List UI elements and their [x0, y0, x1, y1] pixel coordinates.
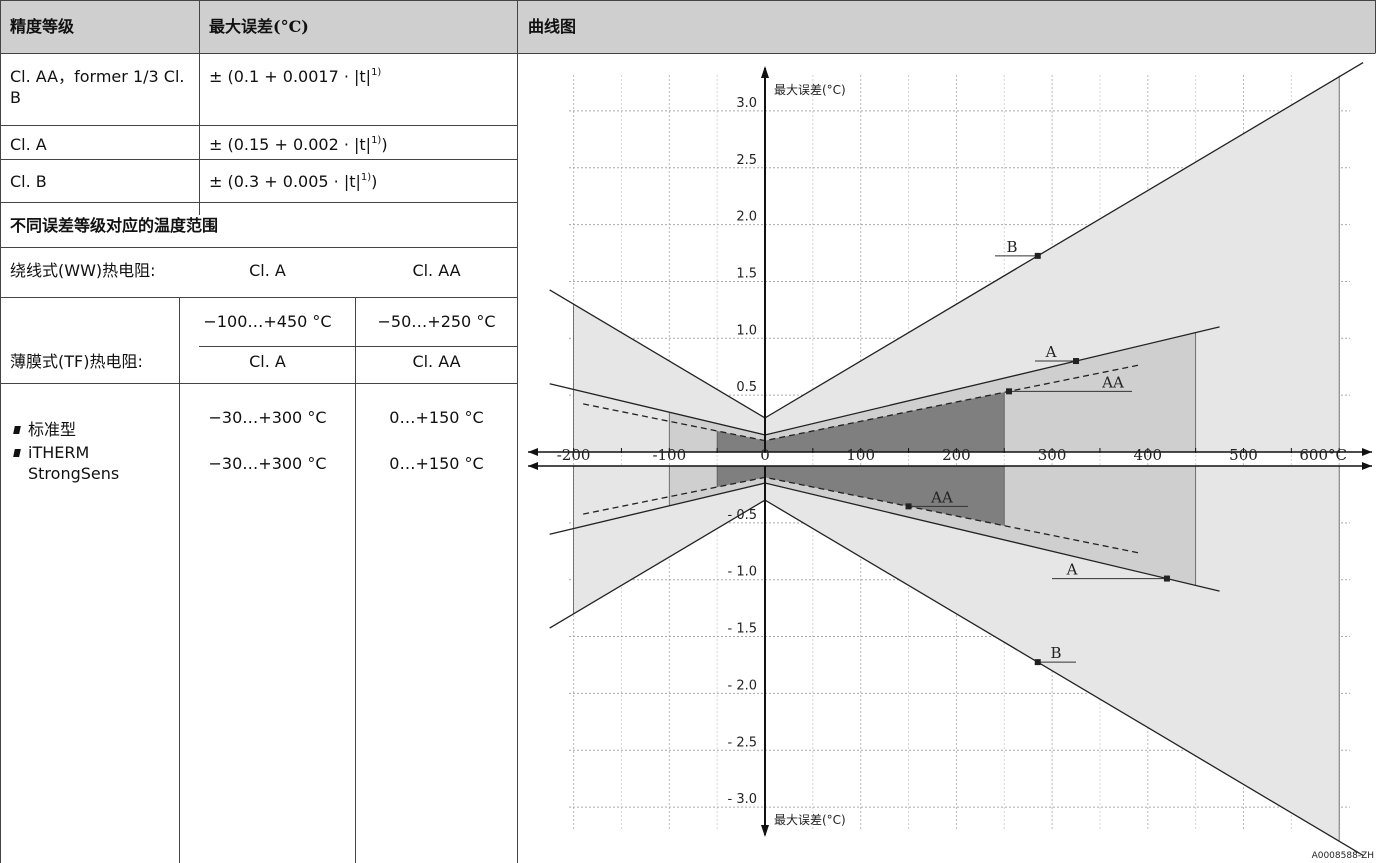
arrow-left-icon — [528, 462, 538, 470]
series-label-a: A — [1066, 561, 1078, 579]
tf-col-aa: Cl. AA — [412, 352, 461, 371]
y-tick-label: - 1.5 — [728, 622, 758, 637]
row-formula-a: ± (0.15 + 0.002 · |t|1)) — [209, 135, 388, 154]
y-tick-label: 3.0 — [736, 96, 757, 111]
y-tick-label: 2.5 — [736, 153, 757, 168]
x-tick-label: 400 — [1133, 446, 1162, 464]
tf-standard-range-aa: 0…+150 °C — [389, 408, 484, 427]
data-marker — [905, 503, 912, 510]
y-tick-label: 1.5 — [736, 266, 757, 281]
ww-label: 绕线式(WW)热电阻: — [10, 261, 156, 280]
arrow-up-icon — [761, 66, 769, 78]
y-tick-label: - 2.0 — [728, 678, 758, 693]
y-tick-label: 1.0 — [736, 323, 757, 338]
region-a-lower — [669, 466, 1196, 586]
data-marker — [1034, 252, 1041, 259]
y-tick-label: 2.0 — [736, 210, 757, 225]
tf-strongsens-range-a: −30…+300 °C — [208, 454, 327, 473]
ww-col-aa: Cl. AA — [412, 261, 461, 280]
ww-range-a: −100…+450 °C — [203, 312, 332, 331]
tf-standard-range-a: −30…+300 °C — [208, 408, 327, 427]
x-tick-label: 600°C — [1299, 446, 1347, 464]
arrow-down-icon — [761, 825, 769, 837]
y-tick-label: 0.5 — [736, 380, 757, 395]
ww-col-a: Cl. A — [249, 261, 286, 280]
data-marker — [1034, 659, 1041, 666]
y-tick-label: - 0.5 — [728, 508, 758, 523]
series-label-a: A — [1045, 343, 1057, 361]
x-tick-label: -100 — [652, 446, 686, 464]
tf-item-strongsens: iTHERM StrongSens — [28, 443, 120, 483]
y-axis-title: 最大误差(°C) — [774, 813, 846, 827]
series-label-b: B — [1050, 644, 1061, 662]
series-label-aa: AA — [1101, 373, 1124, 391]
data-marker — [1073, 358, 1080, 365]
header-max-error: 最大误差(°C) — [209, 17, 309, 36]
ww-range-aa: −50…+250 °C — [377, 312, 496, 331]
series-label-b: B — [1006, 238, 1017, 256]
header-accuracy-class: 精度等级 — [10, 17, 75, 36]
series-label-aa: AA — [930, 488, 953, 506]
x-tick-label: 0 — [760, 446, 770, 464]
x-tick-label: -200 — [557, 446, 591, 464]
tf-item-standard: 标准型 — [28, 420, 77, 439]
arrow-right-icon — [1362, 462, 1372, 470]
header-curve: 曲线图 — [528, 17, 577, 36]
x-tick-label: 100 — [846, 446, 875, 464]
y-tick-label: - 3.0 — [728, 792, 758, 807]
row-class-aa: Cl. AA，former 1/3 Cl. B — [10, 67, 185, 107]
x-tick-label: 300 — [1038, 446, 1067, 464]
y-tick-label: - 2.5 — [728, 735, 758, 750]
arrow-right-icon — [1362, 448, 1372, 456]
tf-strongsens-range-aa: 0…+150 °C — [389, 454, 484, 473]
data-marker — [1163, 575, 1170, 582]
region-aa-lower — [717, 466, 1005, 526]
row-formula-aa: ± (0.1 + 0.0017 · |t|1) — [209, 67, 382, 86]
x-tick-label: 200 — [942, 446, 971, 464]
row-class-a: Cl. A — [10, 135, 47, 154]
arrow-left-icon — [528, 448, 538, 456]
region-aa-upper — [717, 392, 1005, 452]
region-a-upper — [669, 332, 1196, 452]
y-axis-title: 最大误差(°C) — [774, 83, 846, 97]
row-class-b: Cl. B — [10, 172, 47, 191]
tf-label: 薄膜式(TF)热电阻: — [10, 352, 143, 371]
range-heading: 不同误差等级对应的温度范围 — [10, 216, 219, 235]
data-marker — [1006, 388, 1013, 395]
tf-col-a: Cl. A — [249, 352, 286, 371]
y-tick-label: - 1.0 — [728, 565, 758, 580]
x-tick-label: 500 — [1229, 446, 1258, 464]
row-formula-b: ± (0.3 + 0.005 · |t|1)) — [209, 172, 378, 191]
figure-code: A0008588-ZH — [1312, 851, 1374, 861]
